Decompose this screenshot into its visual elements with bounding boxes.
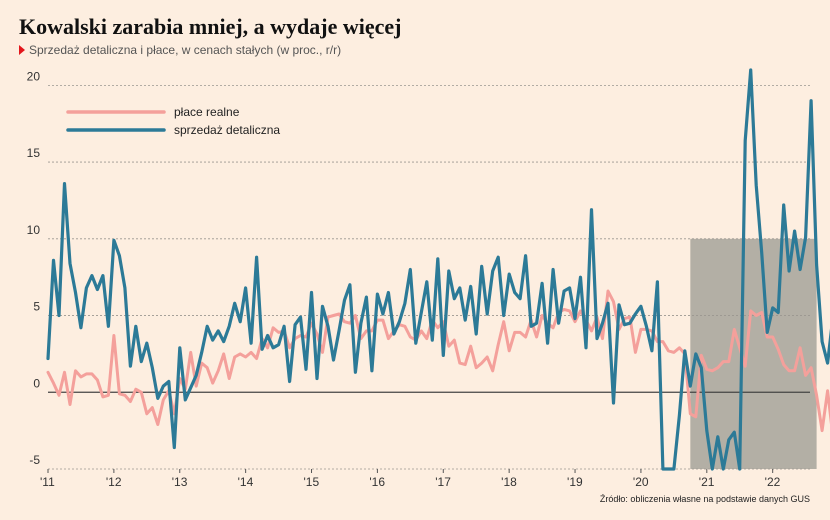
x-tick-label: '15 [304,475,320,489]
highlight-region-group [690,238,817,469]
source-note: Źródło: obliczenia własne na podstawie d… [599,494,810,504]
chart-subtitle-text: Sprzedaż detaliczna i płace, w cenach st… [29,43,342,57]
x-tick-label: '18 [501,475,517,489]
x-tick-label: '19 [567,475,583,489]
x-tick-label: '22 [765,475,781,489]
chart-title: Kowalski zarabia mniej, a wydaje więcej [19,14,402,39]
y-tick-label: 0 [33,376,40,390]
series-line-sprzedaz-detaliczna [46,68,830,471]
y-tick-label: 15 [27,146,41,160]
red-triangle-icon [19,45,25,55]
x-tick-label: '11 [40,475,55,489]
x-tick-label: '21 [699,475,715,489]
legend-label: płace realne [174,105,240,119]
highlight-region [690,238,817,469]
y-tick-label: 10 [27,223,41,237]
x-tick-label: '14 [238,475,254,489]
y-tick-labels-group: -5 0 5 10 15 20 [27,69,41,467]
y-tick-label: 5 [33,300,40,314]
legend: płace realne sprzedaż detaliczna [66,105,280,137]
legend-label: sprzedaż detaliczna [174,123,280,137]
series-line-place-realne [46,289,830,433]
x-tick-label: '17 [435,475,451,489]
series-group [46,68,830,471]
x-tick-label: '16 [369,475,385,489]
y-tick-label: 20 [27,69,41,83]
chart-subtitle: Sprzedaż detaliczna i płace, w cenach st… [19,43,341,57]
x-tick-label: '20 [633,475,649,489]
x-tick-label: '13 [172,475,188,489]
x-tick-label: '12 [106,475,122,489]
x-tick-labels-group: '11 '12 '13 '14 '15 '16 '17 '18 '19 '20 '21 '22 [40,469,781,489]
y-tick-label: -5 [29,453,40,467]
